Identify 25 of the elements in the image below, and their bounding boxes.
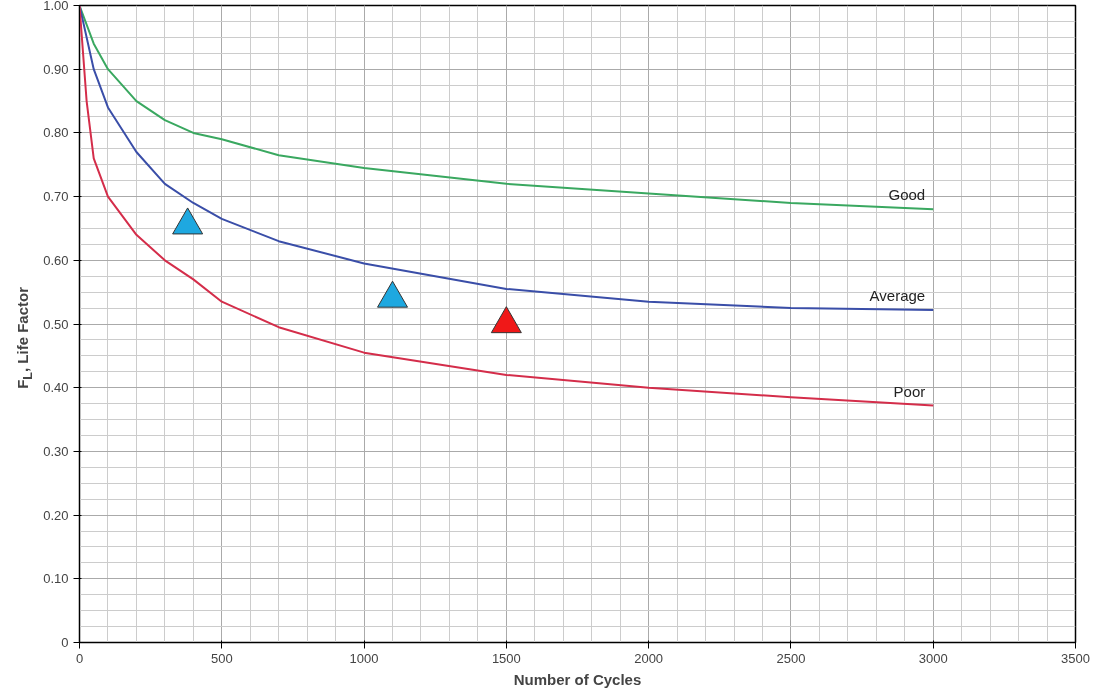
line-series (79, 5, 935, 407)
x-tick-label: 3500 (1061, 650, 1090, 666)
y-tick-label: 0.40 (43, 380, 69, 396)
y-tick-label: 0.70 (43, 189, 69, 205)
y-tick-label: 0.50 (43, 316, 69, 332)
y-tick-label: 0.30 (43, 443, 69, 459)
line-series (79, 5, 935, 211)
series-label: Good (888, 186, 926, 204)
y-tick-label: 0 (61, 635, 69, 650)
x-tick-label: 0 (75, 650, 84, 666)
y-tick-label: 1.00 (43, 0, 69, 13)
y-tick-label: 0.10 (43, 571, 69, 587)
x-tick-label: 1000 (349, 650, 379, 666)
x-tick-label: 500 (210, 650, 233, 666)
series-label: Poor (893, 382, 926, 400)
x-tick-label: 2000 (634, 650, 664, 666)
y-tick-label: 0.60 (43, 252, 69, 268)
y-tick-label: 0.90 (43, 61, 69, 77)
x-tick-label: 2500 (776, 650, 806, 666)
x-tick-label: 1500 (491, 650, 521, 666)
x-tick-label: 3000 (918, 650, 948, 666)
y-tick-label: 0.20 (43, 507, 69, 523)
series-label: Average (869, 286, 926, 304)
y-tick-label: 0.80 (43, 125, 69, 141)
x-axis-title: Number of Cycles (513, 670, 642, 688)
